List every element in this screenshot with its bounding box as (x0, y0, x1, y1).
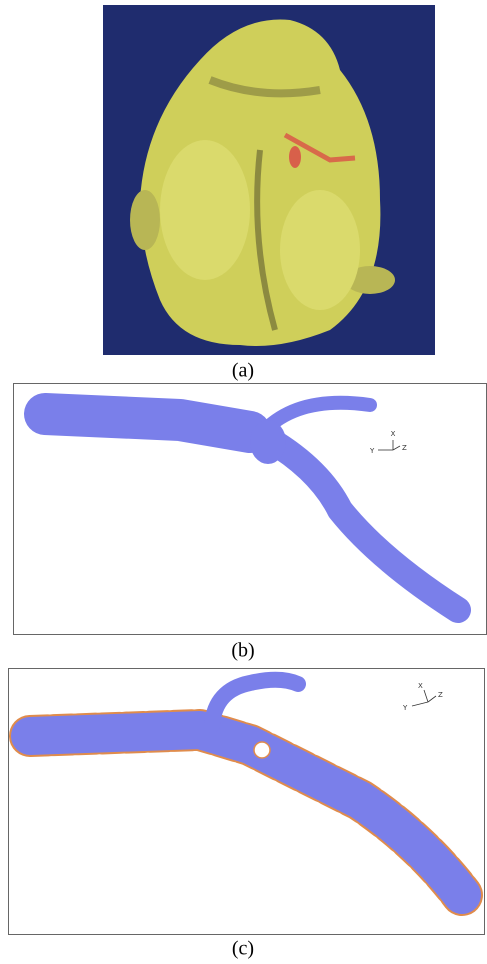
caption: (a) (232, 360, 254, 382)
caption: (b) (231, 640, 254, 662)
caption: (c) (232, 938, 254, 960)
vessel-trunk (45, 414, 250, 432)
coronary-vessel (289, 146, 301, 168)
panel-c-frame (9, 669, 485, 935)
page: (a) X Y Z (b) X Y Z (c) (() => { const d… (0, 0, 487, 964)
heart-highlight (160, 140, 250, 280)
axis-label: Y (369, 447, 375, 455)
heart-highlight (280, 190, 360, 310)
axis-label: Z (402, 444, 407, 452)
vessel-junction (250, 420, 286, 464)
axis-label: Z (438, 691, 443, 699)
axis-label: X (418, 682, 423, 690)
vessel-hole (254, 742, 270, 758)
heart-lobe (130, 190, 160, 250)
axis-label: X (391, 430, 396, 438)
figure: (a) X Y Z (b) X Y Z (c) (0, 0, 487, 964)
axis-label: Y (402, 704, 408, 712)
